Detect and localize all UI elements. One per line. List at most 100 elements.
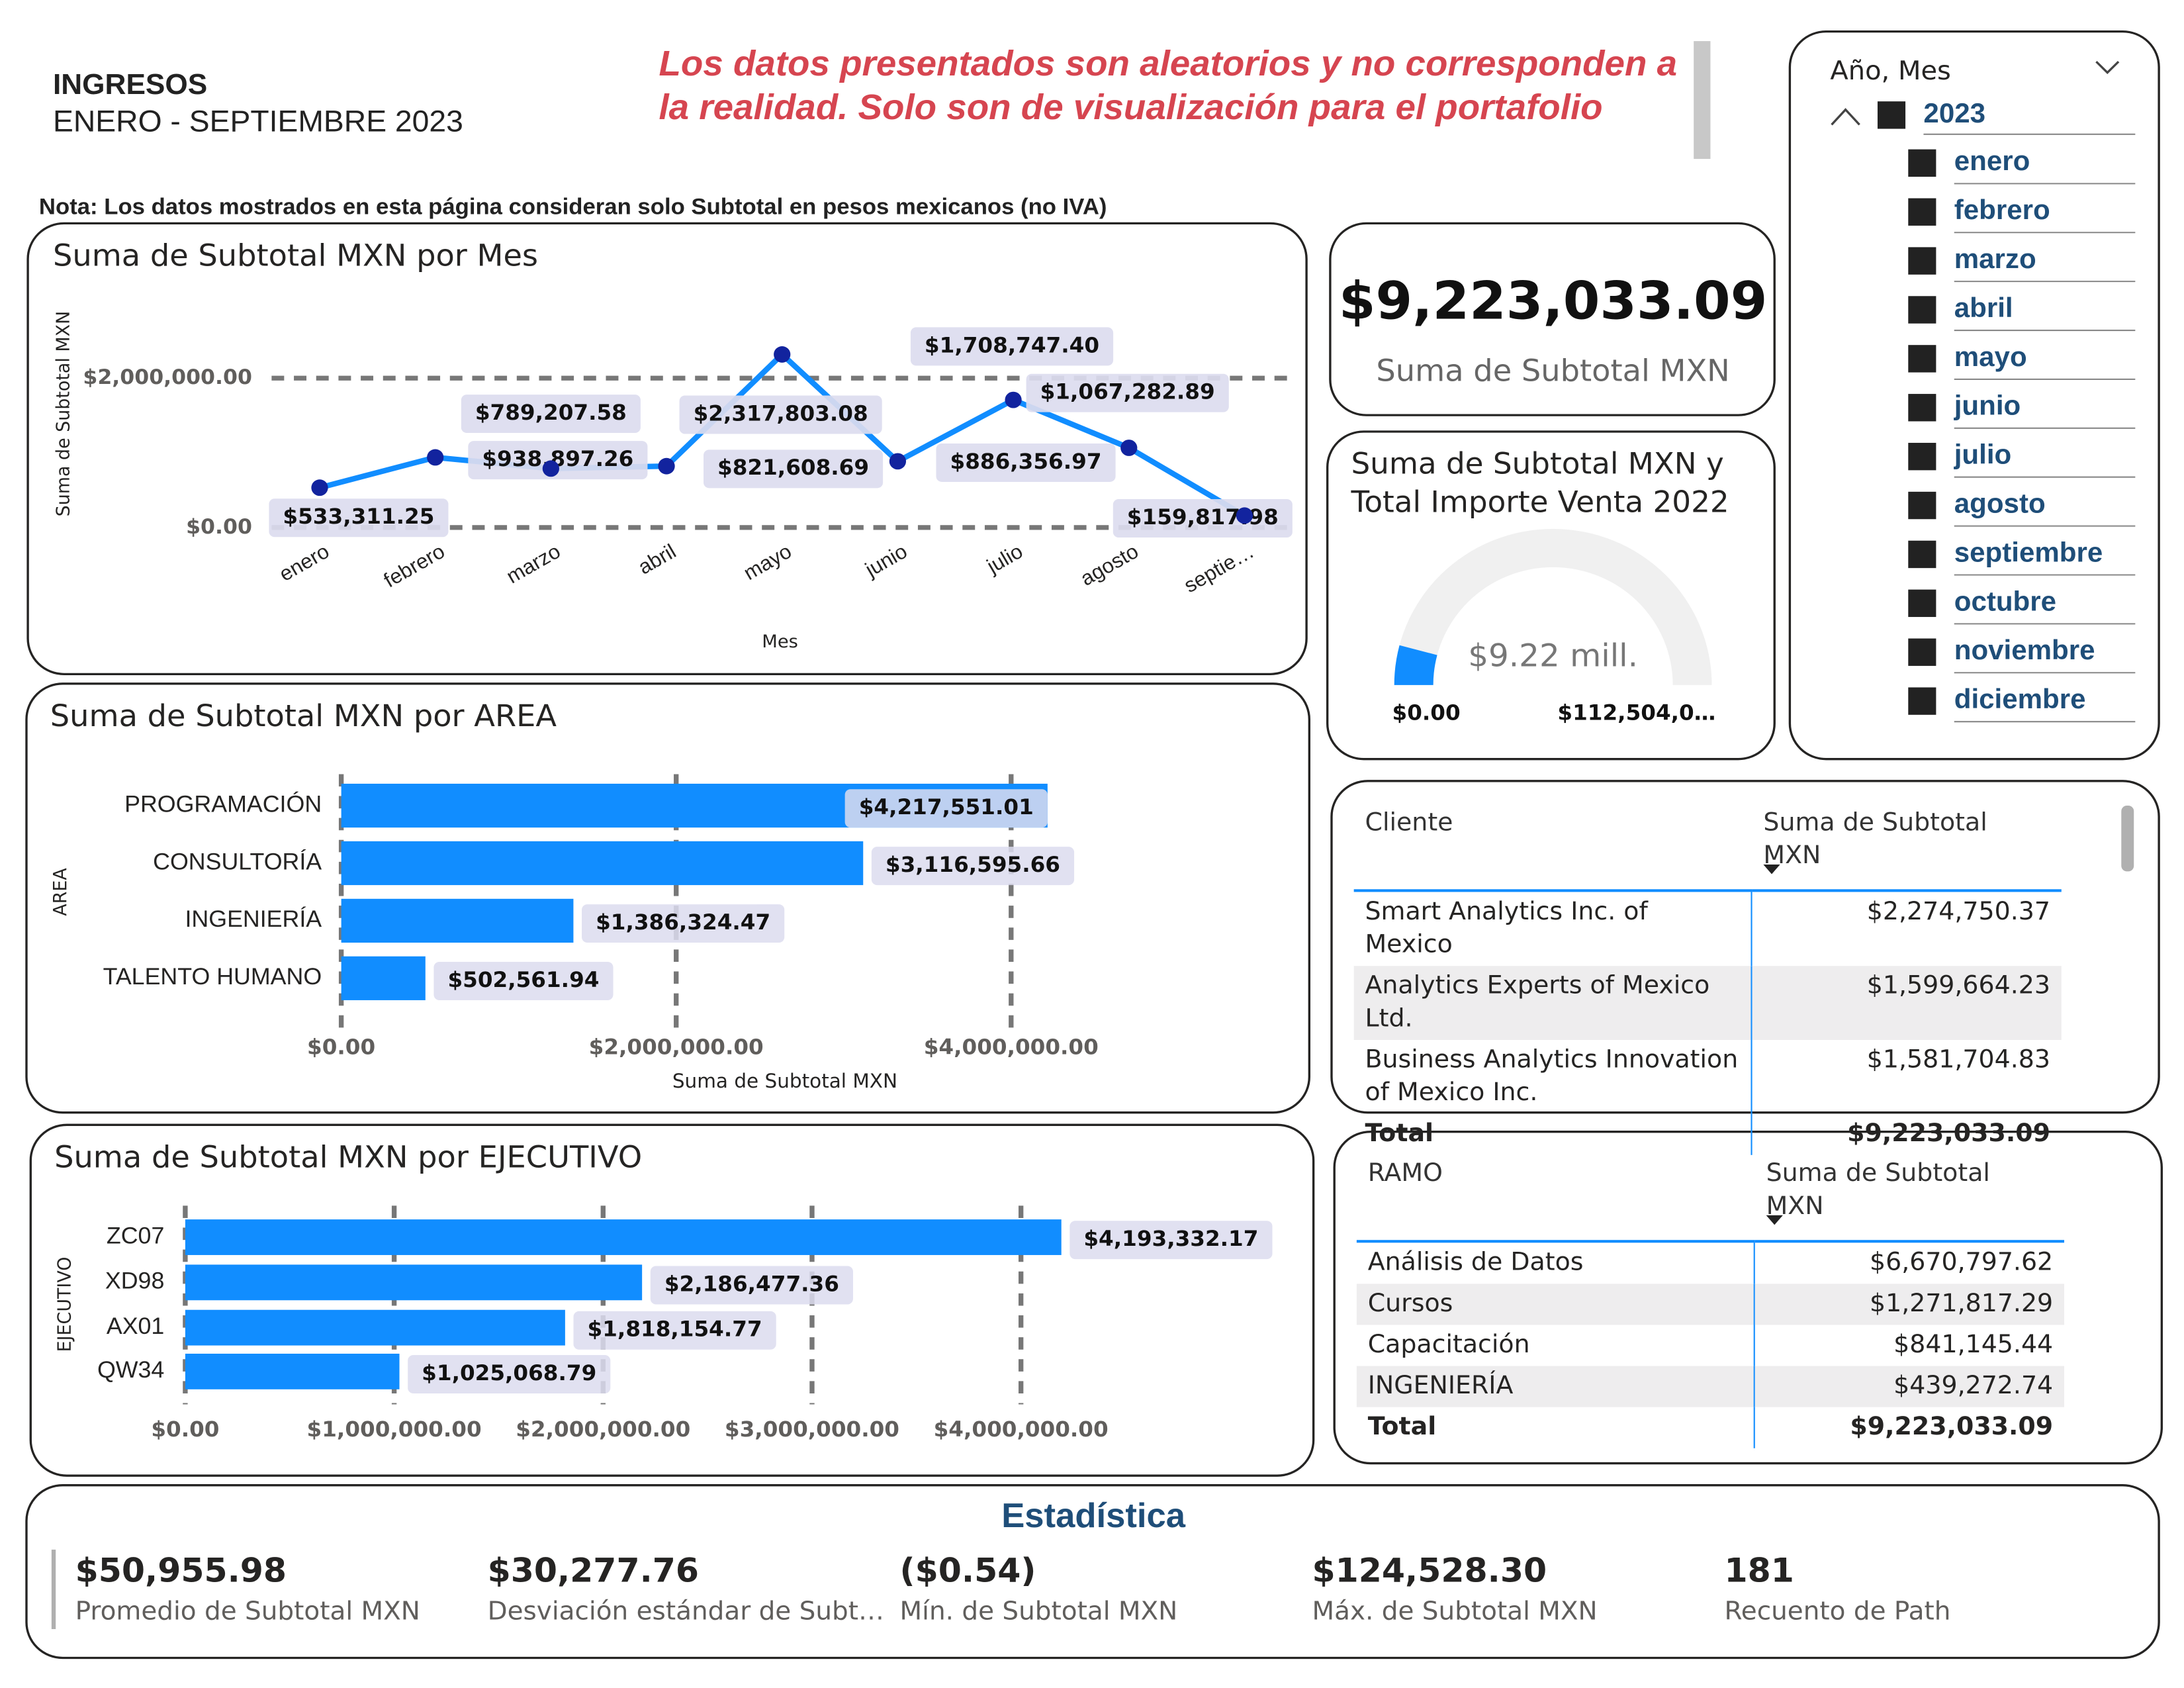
stats-title: Estadística (1001, 1497, 1186, 1535)
gauge-value: $9.22 mill. (1468, 637, 1638, 675)
checkbox[interactable] (1908, 589, 1936, 618)
table-cell: $841,145.44 (1893, 1330, 2054, 1360)
gauge-fill (1394, 645, 1437, 685)
x-tick-label: $0.00 (307, 1035, 375, 1060)
checkbox[interactable] (1908, 198, 1936, 226)
column-header: RAMO (1356, 1154, 1755, 1243)
slicer-item[interactable]: agosto (1954, 488, 2046, 519)
panel (1329, 222, 1776, 416)
data-label: $2,186,477.36 (664, 1272, 839, 1297)
data-label-box (582, 904, 785, 943)
slicer-item[interactable]: julio (1954, 439, 2012, 470)
slicer-item[interactable]: febrero (1954, 194, 2050, 225)
checkbox[interactable] (1908, 149, 1936, 177)
panel (1326, 430, 1776, 761)
slicer-title[interactable]: Año, Mes (1830, 56, 1950, 86)
x-axis-title: Mes (762, 632, 798, 652)
data-label: $3,116,595.66 (886, 852, 1060, 877)
x-tick-label: $4,000,000.00 (934, 1417, 1109, 1442)
x-tick-label: agosto (1076, 539, 1142, 590)
expand-icon[interactable] (1831, 108, 1860, 126)
stat-value: ($0.54) (900, 1552, 1036, 1590)
data-label-box (704, 449, 884, 489)
data-label-box (910, 327, 1114, 366)
x-tick-label: $2,000,000.00 (589, 1035, 764, 1060)
slicer-item[interactable]: abril (1954, 292, 2013, 323)
panels (25, 30, 2163, 1660)
stat-label: Desviación estándar de Subt… (488, 1597, 884, 1626)
y-axis-title: Suma de Subtotal MXN (53, 311, 73, 517)
checkbox[interactable] (1908, 394, 1936, 422)
chart-title: Suma de Subtotal MXN por Mes (53, 238, 538, 273)
checkbox[interactable] (1908, 442, 1936, 471)
table-cell: $439,272.74 (1754, 1366, 2065, 1407)
bar (185, 1353, 400, 1389)
point (658, 457, 675, 475)
x-tick-label: febrero (380, 539, 449, 592)
slicer-item[interactable]: enero (1954, 146, 2030, 177)
x-tick-label: septie… (1180, 539, 1258, 597)
column-header: Cliente (1353, 803, 1752, 892)
checkbox[interactable] (1908, 687, 1936, 715)
point (889, 453, 907, 470)
data-label-box (679, 395, 882, 434)
table-cell: Análisis de Datos (1357, 1243, 1755, 1284)
checkbox[interactable] (1908, 296, 1936, 324)
slicer-item[interactable]: mayo (1954, 341, 2027, 372)
data-label: $1,708,747.40 (925, 333, 1099, 358)
data-label: $789,207.58 (475, 400, 627, 425)
slicer-item[interactable]: noviembre (1954, 634, 2095, 665)
bar (341, 898, 574, 943)
disclaimer: Los datos presentados son aleatorios y n… (659, 42, 1678, 128)
checkbox[interactable] (1908, 345, 1936, 373)
kpi-label: Suma de Subtotal MXN (1376, 353, 1729, 389)
scrollbar (1694, 41, 1711, 160)
y-tick-label: QW34 (97, 1356, 164, 1383)
chart-title: Suma de Subtotal MXN por AREA (50, 698, 557, 733)
table-cell: $1,599,664.23 (1752, 966, 2062, 1040)
data-label: $1,025,068.79 (422, 1360, 596, 1385)
bar (185, 1264, 643, 1301)
data-label-box (1026, 373, 1229, 412)
divider (51, 1549, 56, 1630)
slicer-item[interactable]: octubre (1954, 586, 2056, 617)
panel (25, 1484, 2160, 1660)
x-tick-label: $1,000,000.00 (307, 1417, 482, 1442)
slicer-item[interactable]: diciembre (1954, 683, 2086, 714)
y-axis-title: EJECUTIVO (54, 1257, 75, 1352)
table-cell: Capacitación (1357, 1325, 1755, 1366)
slicer-item[interactable]: marzo (1954, 243, 2036, 274)
data-label-box (871, 847, 1075, 886)
data-label: $533,311.25 (283, 504, 434, 529)
total-cell: $9,223,033.09 (1850, 1412, 2054, 1442)
point (774, 346, 791, 363)
slicer-item[interactable]: septiembre (1954, 537, 2103, 568)
checkbox[interactable] (1908, 540, 1936, 569)
data-label-box (936, 443, 1116, 482)
table-cell: $1,271,817.29 (1754, 1284, 2065, 1325)
data-label-box (433, 962, 614, 1000)
table-cell: $2,274,750.37 (1866, 897, 2050, 927)
note: Nota: Los datos mostrados en esta página… (39, 195, 1107, 220)
slicer-chevron[interactable] (2095, 60, 2120, 75)
checkbox[interactable] (1908, 638, 1936, 666)
y-tick-label: AX01 (107, 1313, 165, 1339)
bar (341, 841, 864, 886)
checkbox[interactable] (1908, 247, 1936, 275)
checkbox[interactable] (1908, 491, 1936, 520)
slicer-year[interactable]: 2023 (1923, 97, 1985, 128)
checkbox[interactable] (1877, 101, 1906, 129)
point (311, 479, 328, 496)
point (1236, 507, 1253, 524)
y-tick-label: TALENTO HUMANO (103, 963, 322, 990)
chart-title: Suma de Subtotal MXN y (1351, 446, 1723, 481)
table-cell: $6,670,797.62 (1870, 1248, 2054, 1278)
scrollbar (2121, 806, 2134, 872)
data-label: $1,818,154.77 (588, 1317, 762, 1342)
y-tick-label: $0.00 (186, 515, 252, 539)
x-axis-title: Suma de Subtotal MXN (672, 1070, 897, 1092)
y-tick-label: PROGRAMACIÓN (124, 791, 322, 818)
slicer-item[interactable]: junio (1954, 390, 2021, 421)
